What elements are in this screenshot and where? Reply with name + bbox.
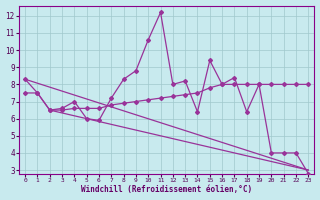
X-axis label: Windchill (Refroidissement éolien,°C): Windchill (Refroidissement éolien,°C)	[81, 185, 252, 194]
